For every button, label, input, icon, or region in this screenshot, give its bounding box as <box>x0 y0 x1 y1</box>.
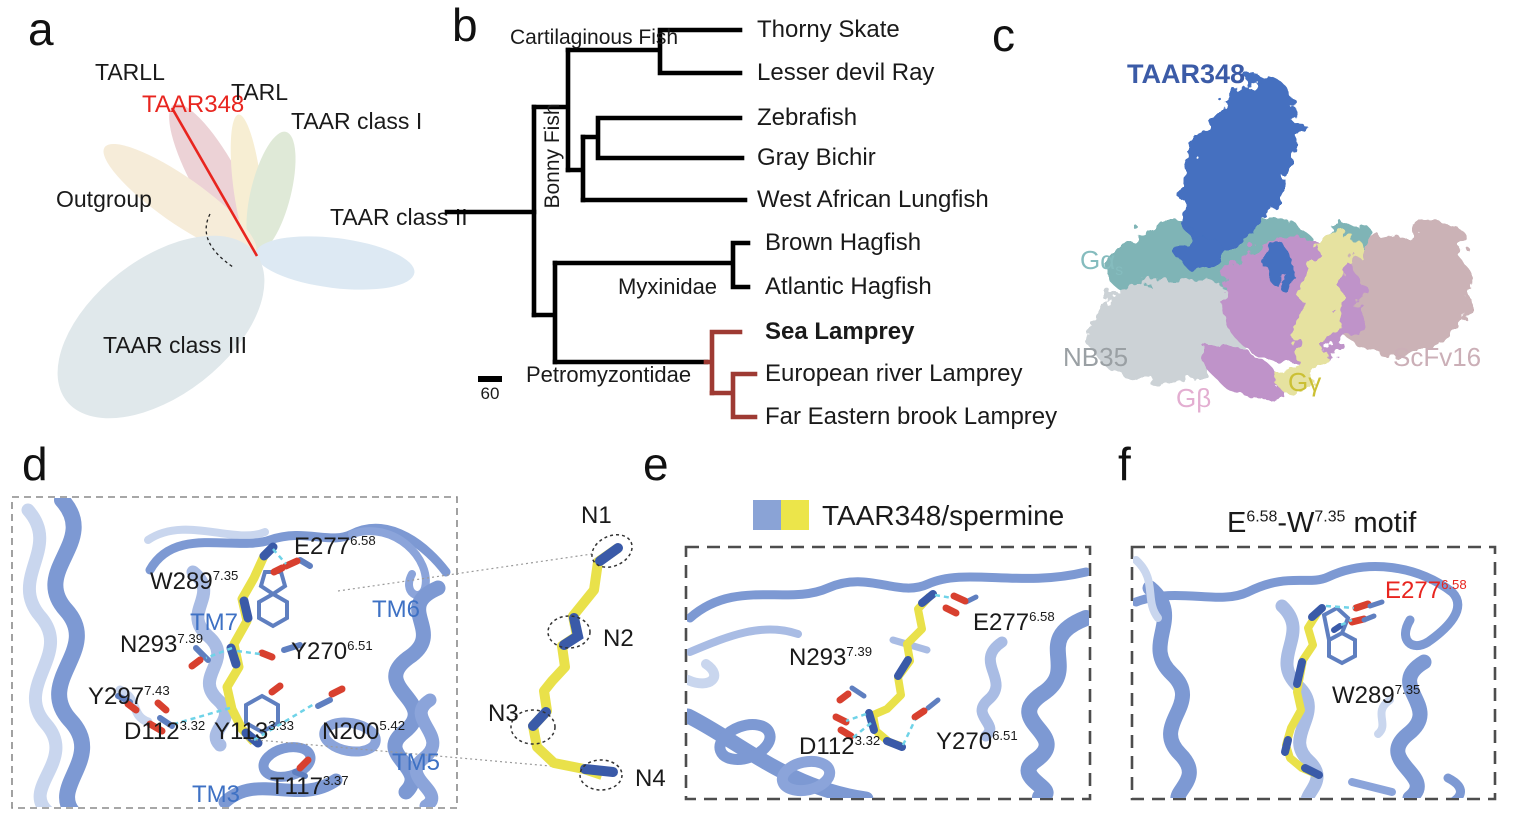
panel-letter-e: e <box>643 438 669 490</box>
scfv16-density <box>1326 222 1474 354</box>
clade-label-cartilaginous-fish: Cartilaginous Fish <box>510 26 679 49</box>
group-label-tarll: TARLL <box>95 59 165 85</box>
helix-label-tm6: TM6 <box>372 596 420 623</box>
panel-letter-f: f <box>1118 438 1131 490</box>
group-label-taar-class-3: TAAR class III <box>103 332 247 358</box>
residue-label-e277: E2776.58 <box>973 609 1055 636</box>
spermine-interactions-view <box>684 545 1092 801</box>
residue-label-y270: Y2706.51 <box>936 728 1018 755</box>
receptor-ribbons <box>21 498 451 807</box>
tree-branches-lamprey-red <box>703 329 758 420</box>
residue-label-t117: T1173.37 <box>270 773 349 800</box>
label-taar348: TAAR348 <box>1127 59 1246 89</box>
residue-label-d112: D1123.32 <box>124 718 206 745</box>
nitrogen-circles <box>510 534 633 791</box>
species-label: West African Lungfish <box>757 186 989 213</box>
residue-label-n293: N2937.39 <box>120 631 204 658</box>
residue-label-y270: Y2706.51 <box>291 638 373 665</box>
species-phylogenetic-tree <box>444 27 758 420</box>
residue-label-w289: W2897.35 <box>1332 682 1421 709</box>
helix-label-tm5: TM5 <box>392 749 440 776</box>
residue-label-y113: Y1133.33 <box>214 718 294 745</box>
spermine-ligand <box>1282 609 1322 778</box>
clade-label-myxinidae: Myxinidae <box>618 274 718 299</box>
group-label-taar-class-2: TAAR class II <box>330 204 468 230</box>
label-scfv16: ScFv16 <box>1393 342 1482 372</box>
panel-f-title: E6.58-W7.35 motif <box>1227 507 1417 539</box>
species-label: Gray Bichir <box>757 144 876 171</box>
pocket-sidechains <box>115 542 346 779</box>
ew-motif-view <box>1130 545 1497 801</box>
pocket-dashed-box <box>11 496 458 809</box>
tree-branches-black <box>444 27 751 365</box>
taar348-density <box>1177 77 1298 286</box>
residue-label-y297: Y2977.43 <box>88 683 170 710</box>
group-label-taar-class-1: TAAR class I <box>291 108 423 134</box>
nitrogen-label-n3: N3 <box>488 700 519 727</box>
spermine-nitrogens <box>226 542 278 748</box>
ggamma-density <box>1277 232 1361 394</box>
label-ggamma: Gγ <box>1288 367 1322 397</box>
residue-label-n200: N2005.42 <box>322 718 406 745</box>
legend-swatch-spermine <box>781 500 809 530</box>
residue-label-e277: E2776.58 <box>1385 577 1467 604</box>
residue-label-e277: E2776.58 <box>294 533 376 560</box>
pocket-dashed-box <box>684 545 1092 801</box>
family-petals <box>57 103 415 419</box>
helix-label-tm3: TM3 <box>192 781 240 808</box>
residue-label-n293: N2937.39 <box>789 644 873 671</box>
receptor-ribbons <box>1133 556 1465 798</box>
nitrogen-label-n4: N4 <box>635 765 666 792</box>
taar-family-radial-tree <box>57 103 415 419</box>
nitrogen-label-n1: N1 <box>581 502 612 529</box>
species-label: European river Lamprey <box>765 360 1023 387</box>
group-label-tarl: TARL <box>231 79 289 105</box>
zoom-connector-lines <box>245 553 593 770</box>
binding-pocket-view <box>11 496 633 809</box>
panel-letter-c: c <box>992 9 1015 61</box>
species-label: Thorny Skate <box>757 16 900 43</box>
legend-label-taar348-spermine: TAAR348/spermine <box>822 500 1065 531</box>
label-gbeta: Gβ <box>1176 383 1212 413</box>
species-label: Lesser devil Ray <box>757 59 935 86</box>
hydrogen-bonds <box>845 593 953 746</box>
pocket-sidechains <box>1281 599 1385 779</box>
label-galpha-s: Gαs <box>1080 245 1124 280</box>
panel-letter-a: a <box>28 3 54 55</box>
group-label-outgroup: Outgroup <box>56 186 152 212</box>
hydrogen-bonds <box>1325 604 1355 627</box>
hydrogen-bonds <box>173 548 315 742</box>
clade-label-bonny-fish: Bonny Fish <box>540 103 564 209</box>
radial-tree-arc <box>205 213 234 268</box>
pocket-sidechains <box>832 590 979 751</box>
panel-letter-d: d <box>22 438 48 490</box>
legend-swatch-receptor <box>753 500 781 530</box>
spermine-schematic <box>245 534 633 791</box>
species-label: Atlantic Hagfish <box>765 273 932 300</box>
species-label: Far Eastern brook Lamprey <box>765 403 1058 430</box>
spermine-nitrogens <box>865 590 937 751</box>
species-label: Zebrafish <box>757 104 858 131</box>
residue-label-d112: D1123.32 <box>799 733 881 760</box>
group-label-taar348: TAAR348 <box>142 91 245 118</box>
taar348-branch-line <box>170 107 259 257</box>
residue-label-w289: W2897.35 <box>150 568 239 595</box>
spermine-ligand <box>869 593 933 750</box>
spermine-nitrogens <box>1281 604 1326 779</box>
receptor-ribbons <box>687 567 1089 798</box>
scale-bar <box>478 376 502 382</box>
clade-label-petromyzontidae: Petromyzontidae <box>526 362 692 387</box>
panel-letter-b: b <box>452 0 478 51</box>
scale-bar-label: 60 <box>480 384 500 403</box>
species-label-sea-lamprey: Sea Lamprey <box>765 318 915 345</box>
nitrogen-label-n2: N2 <box>603 625 634 652</box>
species-label: Brown Hagfish <box>765 229 922 256</box>
pocket-dashed-box <box>1130 545 1497 801</box>
cryoem-density-map <box>1088 77 1474 400</box>
label-nb35: NB35 <box>1063 342 1129 372</box>
helix-label-tm7: TM7 <box>190 609 238 636</box>
